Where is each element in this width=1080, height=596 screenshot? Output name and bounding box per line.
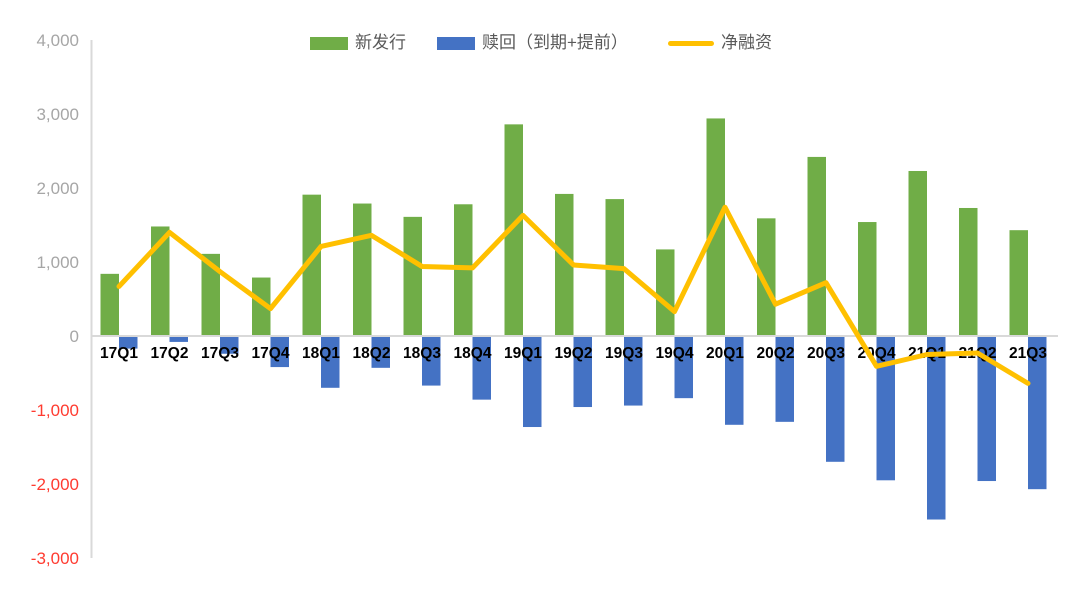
bar-redemption-21Q3 xyxy=(1028,336,1047,490)
bar-redemption-17Q2 xyxy=(169,336,188,342)
bar-redemption-19Q3 xyxy=(624,336,643,406)
x-category-label-20Q1: 20Q1 xyxy=(706,345,744,362)
y-tick-label-3000: 3,000 xyxy=(36,105,79,124)
y-tick-label--1000: -1,000 xyxy=(31,401,79,420)
bar-new-issuance-20Q4 xyxy=(858,222,877,336)
bar-new-issuance-18Q1 xyxy=(302,194,321,336)
x-category-label-17Q4: 17Q4 xyxy=(252,345,290,362)
legend-swatch-net-financing xyxy=(668,40,714,46)
bar-new-issuance-19Q1 xyxy=(504,124,523,336)
bar-redemption-17Q4 xyxy=(270,336,289,368)
bar-redemption-18Q4 xyxy=(472,336,491,400)
bar-redemption-21Q2 xyxy=(977,336,996,482)
x-category-label-18Q4: 18Q4 xyxy=(454,345,492,362)
x-category-label-18Q3: 18Q3 xyxy=(403,345,441,362)
bar-new-issuance-17Q3 xyxy=(201,253,220,336)
x-category-label-17Q3: 17Q3 xyxy=(201,345,239,362)
x-category-label-18Q1: 18Q1 xyxy=(302,345,340,362)
bar-new-issuance-18Q2 xyxy=(353,203,372,336)
x-category-label-20Q2: 20Q2 xyxy=(757,345,795,362)
bar-new-issuance-21Q2 xyxy=(959,207,978,336)
net-financing-line xyxy=(116,204,1031,386)
legend-item-new-issuance: 新发行 xyxy=(310,32,406,54)
x-category-label-21Q3: 21Q3 xyxy=(1009,345,1047,362)
bar-redemption-20Q2 xyxy=(775,336,794,422)
bar-new-issuance-21Q3 xyxy=(1009,230,1028,336)
bar-new-issuance-20Q3 xyxy=(807,156,826,336)
bar-new-issuance-17Q2 xyxy=(151,226,170,336)
x-category-label-17Q2: 17Q2 xyxy=(151,345,189,362)
y-tick-label-1000: 1,000 xyxy=(36,253,79,272)
y-tick-label--2000: -2,000 xyxy=(31,475,79,494)
bar-new-issuance-19Q4 xyxy=(656,249,675,336)
bar-new-issuance-20Q2 xyxy=(757,218,776,336)
bar-redemption-20Q3 xyxy=(826,336,845,462)
bar-new-issuance-17Q1 xyxy=(100,273,119,336)
legend-label-net-financing: 净融资 xyxy=(721,33,772,52)
bar-new-issuance-17Q4 xyxy=(252,277,271,336)
legend-label-redemption: 赎回（到期+提前） xyxy=(482,33,628,52)
bar-redemption-18Q1 xyxy=(321,336,340,388)
x-category-label-19Q1: 19Q1 xyxy=(504,345,542,362)
x-category-label-19Q4: 19Q4 xyxy=(656,345,694,362)
y-tick-label--3000: -3,000 xyxy=(31,549,79,568)
bar-redemption-19Q1 xyxy=(523,336,542,428)
legend-swatch-new-issuance xyxy=(310,36,348,50)
bar-redemption-21Q1 xyxy=(927,336,946,520)
bar-redemption-20Q1 xyxy=(725,336,744,425)
bar-redemption-20Q4 xyxy=(876,336,895,481)
bar-redemption-18Q3 xyxy=(422,336,441,386)
bar-new-issuance-21Q1 xyxy=(908,170,927,336)
bar-redemption-18Q2 xyxy=(371,336,390,368)
bar-redemption-17Q3 xyxy=(220,336,239,354)
legend-label-new-issuance: 新发行 xyxy=(355,33,406,52)
bar-redemption-19Q4 xyxy=(674,336,693,399)
legend: 新发行 赎回（到期+提前） 净融资 xyxy=(0,32,1080,54)
bar-new-issuance-18Q3 xyxy=(403,216,422,336)
y-tick-label-2000: 2,000 xyxy=(36,179,79,198)
y-tick-label-4000: 4,000 xyxy=(36,31,79,50)
legend-item-net-financing: 净融资 xyxy=(668,32,772,54)
bar-redemption-19Q2 xyxy=(573,336,592,408)
bar-redemption-17Q1 xyxy=(119,336,138,349)
x-category-label-20Q3: 20Q3 xyxy=(807,345,845,362)
y-tick-label-0: 0 xyxy=(70,327,79,346)
x-category-label-19Q3: 19Q3 xyxy=(605,345,643,362)
x-category-label-18Q2: 18Q2 xyxy=(353,345,391,362)
legend-swatch-redemption xyxy=(437,36,475,50)
x-category-label-17Q1: 17Q1 xyxy=(100,345,138,362)
x-category-label-19Q2: 19Q2 xyxy=(555,345,593,362)
bar-new-issuance-19Q2 xyxy=(555,193,574,336)
legend-item-redemption: 赎回（到期+提前） xyxy=(437,32,628,54)
